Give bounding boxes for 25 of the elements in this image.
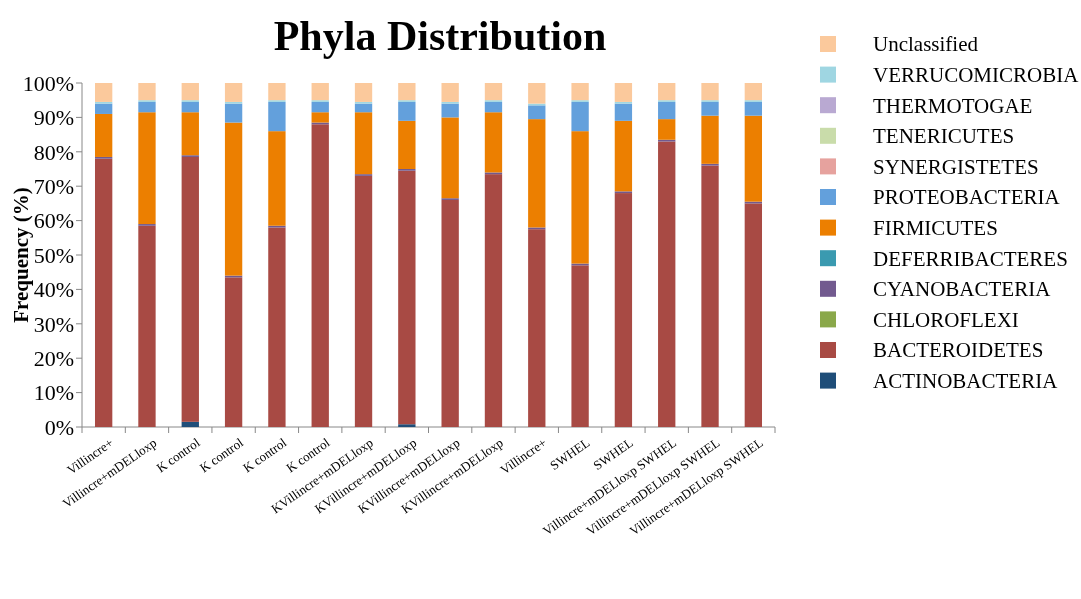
legend-label: VERRUCOMICROBIA: [873, 62, 1080, 87]
legend-label: PROTEOBACTERIA: [873, 185, 1061, 210]
y-tick-label: 30%: [33, 311, 74, 337]
legend-label: FIRMICUTES: [873, 215, 998, 240]
y-tick-label: 0%: [44, 414, 74, 440]
legend-label: DEFERRIBACTERES: [873, 246, 1068, 271]
y-tick-label: 40%: [33, 277, 74, 303]
y-tick-label: 100%: [22, 70, 74, 96]
y-tick-label: 10%: [33, 380, 74, 406]
chart-title: Phyla Distribution: [273, 13, 607, 59]
y-axis-title: Frequency (%): [9, 187, 33, 323]
y-tick-label: 70%: [33, 173, 74, 199]
y-tick-label: 90%: [33, 105, 74, 131]
legend-label: ACTINOBACTERIA: [873, 368, 1059, 393]
y-tick-label: 60%: [33, 208, 74, 234]
legend-label: Unclassified: [873, 32, 979, 57]
y-tick-label: 20%: [33, 345, 74, 371]
legend-label: CYANOBACTERIA: [873, 277, 1052, 302]
legend-label: TENERICUTES: [873, 124, 1015, 149]
legend-label: THERMOTOGAE: [873, 93, 1033, 118]
y-tick-label: 80%: [33, 139, 74, 165]
legend-label: CHLOROFLEXI: [873, 307, 1019, 332]
legend-label: SYNERGISTETES: [873, 154, 1039, 179]
legend-label: BACTEROIDETES: [873, 338, 1044, 363]
y-tick-label: 50%: [33, 242, 74, 268]
